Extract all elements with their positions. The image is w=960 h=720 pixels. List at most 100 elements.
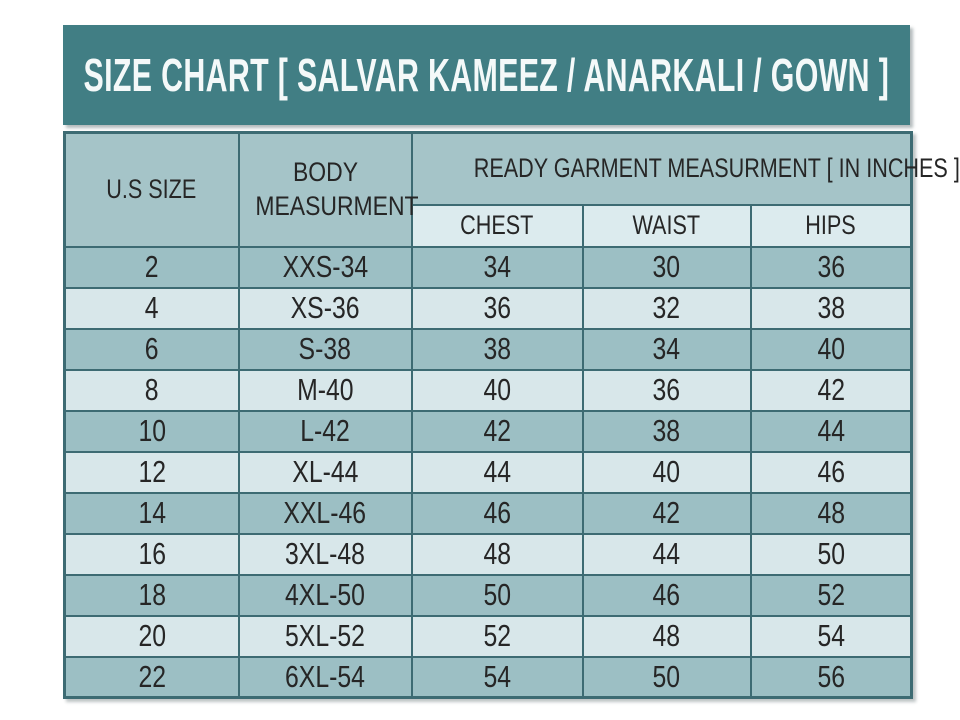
table-cell: 54 [749, 614, 913, 658]
table-cell: 34 [581, 327, 752, 371]
table-cell: L-42 [237, 409, 413, 453]
table-cell: 38 [410, 327, 584, 371]
header-row-main: U.S SIZE BODY MEASURMENT READY GARMENT M… [63, 131, 959, 248]
table-cell-value: 54 [816, 618, 845, 653]
table-cell-value: 16 [137, 536, 166, 571]
header-us-size-label: U.S SIZE [106, 173, 197, 204]
table-cell-value: 6XL-54 [285, 658, 365, 694]
header-us-size: U.S SIZE [63, 131, 240, 248]
table-cell-value: XXS-34 [282, 249, 368, 284]
table-cell-value: 12 [137, 454, 166, 489]
table-cell: 2 [63, 245, 240, 289]
table-cell: XL-44 [237, 450, 413, 494]
table-cell: 12 [63, 450, 240, 494]
table-cell-value: 36 [816, 249, 845, 284]
table-cell-value: 46 [652, 577, 681, 612]
table-row: 14 XXL-46 46 42 48 [63, 491, 913, 535]
size-table-body: 2 XXS-34 34 30 36 4 XS-36 36 32 38 6 S-38 38 34 40 8 M-4… [63, 245, 913, 699]
table-cell: 46 [749, 450, 913, 494]
size-table: U.S SIZE BODY MEASURMENT READY GARMENT M… [63, 131, 959, 699]
table-cell: XXL-46 [237, 491, 413, 535]
table-cell: 18 [63, 573, 240, 617]
header-body-measurement: BODY MEASURMENT [237, 131, 419, 248]
table-cell-value: 38 [483, 331, 511, 366]
table-cell: 14 [63, 491, 240, 535]
header-ready-garment: READY GARMENT MEASURMENT [ IN INCHES ] [410, 131, 959, 206]
table-cell-value: 14 [137, 495, 166, 530]
table-cell-value: 38 [652, 413, 681, 448]
title-band: SIZE CHART [ SALVAR KAMEEZ / ANARKALI / … [63, 25, 910, 125]
table-cell-value: 10 [137, 413, 166, 448]
table-cell: 42 [410, 409, 584, 453]
table-cell-value: 3XL-48 [285, 536, 365, 571]
table-cell: 52 [749, 573, 913, 617]
table-cell: 40 [410, 368, 584, 412]
table-cell: 44 [581, 532, 752, 576]
table-cell: 36 [749, 245, 913, 289]
table-row: 20 5XL-52 52 48 54 [63, 614, 913, 658]
table-cell-value: XXL-46 [283, 495, 367, 530]
table-cell: 44 [749, 409, 913, 453]
table-cell-value: 52 [483, 618, 511, 653]
header-body-measurement-label: BODY MEASURMENT [254, 157, 419, 221]
table-cell-value: 36 [652, 372, 681, 407]
table-cell: 42 [581, 491, 752, 535]
table-cell: 4 [63, 286, 240, 330]
table-cell: M-40 [237, 368, 413, 412]
table-cell-value: 44 [483, 454, 511, 489]
page-title: SIZE CHART [ SALVAR KAMEEZ / ANARKALI / … [83, 49, 890, 101]
table-cell-value: 22 [137, 658, 166, 694]
table-cell: 46 [581, 573, 752, 617]
header-waist: WAIST [581, 203, 752, 248]
header-hips: HIPS [749, 203, 913, 248]
table-cell-value: 2 [144, 249, 159, 284]
table-cell: 44 [410, 450, 584, 494]
table-cell: XXS-34 [237, 245, 413, 289]
table-cell: 54 [410, 655, 584, 699]
table-cell: 8 [63, 368, 240, 412]
table-cell: 40 [749, 327, 913, 371]
size-table-head: U.S SIZE BODY MEASURMENT READY GARMENT M… [63, 131, 959, 248]
table-cell-value: 48 [652, 618, 681, 653]
table-cell: 38 [749, 286, 913, 330]
table-cell-value: 42 [816, 372, 845, 407]
table-cell-value: 4XL-50 [285, 577, 365, 612]
table-cell: 5XL-52 [237, 614, 413, 658]
table-row: 12 XL-44 44 40 46 [63, 450, 913, 494]
table-cell: 36 [581, 368, 752, 412]
table-cell-value: 42 [652, 495, 681, 530]
table-cell-value: 48 [816, 495, 845, 530]
table-cell-value: 50 [483, 577, 511, 612]
table-cell-value: 42 [483, 413, 511, 448]
table-cell-value: 34 [652, 331, 681, 366]
table-cell: 4XL-50 [237, 573, 413, 617]
table-row: 6 S-38 38 34 40 [63, 327, 913, 371]
table-cell: 56 [749, 655, 913, 699]
table-cell: 16 [63, 532, 240, 576]
table-cell: 50 [410, 573, 584, 617]
table-row: 10 L-42 42 38 44 [63, 409, 913, 453]
table-cell: 22 [63, 655, 240, 699]
table-row: 22 6XL-54 54 50 56 [63, 655, 913, 699]
table-cell-value: 4 [144, 290, 159, 325]
table-cell-value: 46 [816, 454, 845, 489]
table-cell-value: 18 [137, 577, 166, 612]
table-cell: 6 [63, 327, 240, 371]
table-cell-value: XL-44 [291, 454, 359, 489]
table-cell-value: 34 [483, 249, 511, 284]
table-row: 2 XXS-34 34 30 36 [63, 245, 913, 289]
table-cell: 38 [581, 409, 752, 453]
table-cell-value: 50 [816, 536, 845, 571]
table-cell-value: XS-36 [290, 290, 360, 325]
header-chest: CHEST [410, 203, 584, 248]
table-cell-value: 36 [483, 290, 511, 325]
table-cell-value: 44 [816, 413, 845, 448]
table-cell-value: 20 [137, 618, 166, 653]
table-cell: 20 [63, 614, 240, 658]
table-cell: 30 [581, 245, 752, 289]
table-cell-value: M-40 [296, 372, 354, 407]
table-cell: 42 [749, 368, 913, 412]
header-waist-label: WAIST [632, 210, 701, 240]
table-cell: 48 [749, 491, 913, 535]
content-wrap: SIZE CHART [ SALVAR KAMEEZ / ANARKALI / … [63, 25, 959, 699]
